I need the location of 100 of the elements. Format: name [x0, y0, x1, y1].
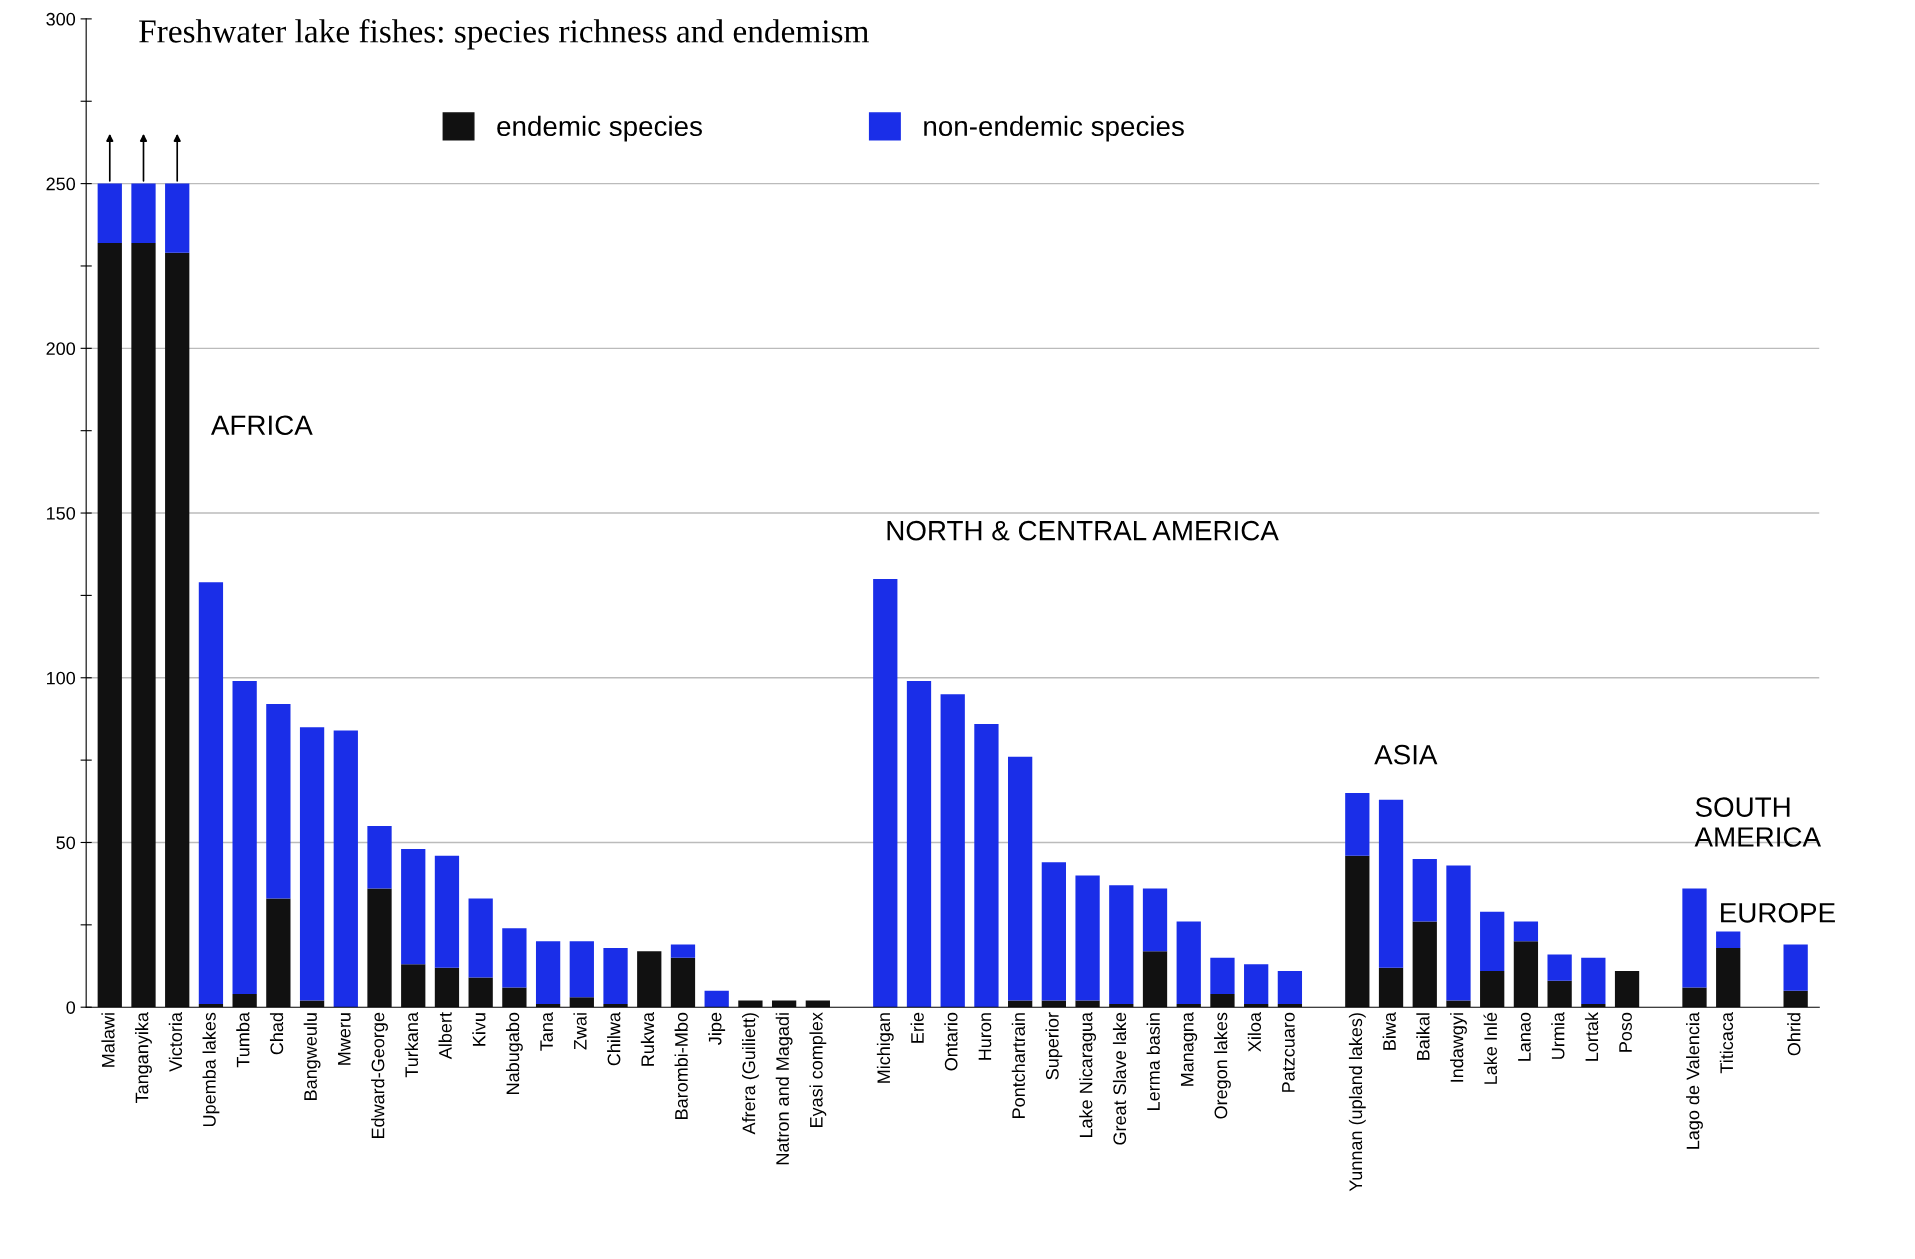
bar [434, 855, 460, 968]
x-tick-label: Managna [1180, 1012, 1198, 1086]
bar [1244, 1003, 1269, 1008]
bar [569, 997, 594, 1008]
bar [401, 964, 426, 1008]
x-tick-label: Turkana [404, 1012, 419, 1078]
bar [1716, 931, 1741, 948]
x-tick-label: Rukwa [640, 1012, 655, 1066]
bar [1210, 994, 1235, 1008]
bar [1547, 954, 1572, 981]
bar [805, 1000, 830, 1008]
x-tick-label: Barombi-Mbo [674, 1012, 688, 1119]
bar [569, 941, 594, 998]
bar [1412, 858, 1437, 922]
bar [468, 898, 493, 978]
bar [1210, 957, 1235, 995]
bar [1783, 990, 1808, 1008]
bar [603, 1003, 628, 1008]
bar [1378, 799, 1404, 968]
annotation: NORTH & CENTRAL AMERICA [887, 520, 1279, 541]
x-tick-label: Indawgyi [1450, 1013, 1467, 1082]
x-tick-label: Ontario [944, 1012, 958, 1071]
x-tick-label: Malawi [101, 1013, 115, 1067]
x-tick-label: Baikal [1416, 1013, 1430, 1060]
bar [1008, 1000, 1033, 1008]
x-tick-label: Eyasi complex [809, 1012, 827, 1127]
bar [1142, 888, 1168, 952]
bar [1716, 947, 1741, 1008]
bar [1008, 756, 1033, 1001]
bar [1412, 921, 1437, 1008]
bar [1142, 951, 1168, 1008]
bar [434, 967, 460, 1008]
x-tick-label: Poso [1619, 1012, 1632, 1052]
bar [198, 582, 224, 1004]
x-tick-label: Afrera (Guiliett) [741, 1013, 759, 1135]
x-tick-label: Lake Inlé [1483, 1012, 1498, 1084]
annotation: ASIA [1374, 744, 1438, 765]
bar [1513, 941, 1539, 1008]
x-tick-label: Titicaca [1719, 1012, 1734, 1074]
legend-label: non-endemic species [924, 115, 1184, 142]
annotation: EUROPE [1721, 902, 1835, 923]
bar [738, 1000, 763, 1008]
annotation: SOUTH AMERICA [1694, 797, 1821, 847]
x-tick-label: Lortak [1584, 1012, 1599, 1061]
bar [603, 947, 628, 1004]
bar [97, 242, 122, 1008]
bar [1446, 865, 1471, 1001]
bar [266, 898, 291, 1008]
x-tick-label: Oregon lakes [1214, 1012, 1231, 1119]
y-tick-label: 0 [66, 1001, 76, 1014]
bar [1581, 957, 1606, 1004]
bar [266, 704, 291, 899]
x-tick-label: Tumba [236, 1012, 250, 1068]
bar [1277, 1003, 1303, 1008]
bar [299, 1000, 325, 1008]
bar [906, 681, 932, 1008]
bar [1244, 964, 1269, 1004]
y-tick-label: 250 [46, 177, 76, 191]
bar [97, 183, 122, 243]
x-tick-label: Biwa [1382, 1012, 1396, 1050]
bar [502, 987, 527, 1008]
legend-label: endemic species [497, 115, 702, 142]
y-tick-label: 50 [56, 836, 76, 850]
bar [535, 1003, 561, 1008]
bar [1075, 1000, 1100, 1008]
y-tick-label: 300 [46, 12, 76, 26]
x-tick-label: Ohrid [1787, 1013, 1801, 1056]
bar [940, 694, 965, 1008]
x-tick-label: Albert [438, 1012, 452, 1060]
bar [232, 994, 257, 1008]
x-tick-label: Victoria [168, 1012, 183, 1072]
x-tick-label: Zwai [573, 1013, 587, 1050]
x-tick-label: Great Slave lake [1112, 1012, 1127, 1145]
x-tick-label: Tanganyika [135, 1012, 152, 1103]
bar [1277, 970, 1303, 1004]
bar [1378, 967, 1404, 1008]
x-tick-label: Upemba lakes [202, 1012, 220, 1127]
bar [637, 951, 662, 1008]
bar [367, 888, 392, 1008]
y-tick-label: 200 [46, 342, 76, 356]
x-tick-label: Michigan [876, 1013, 894, 1083]
bar [131, 183, 156, 243]
x-tick-label: Huron [978, 1013, 992, 1060]
x-tick-label: Urmia [1551, 1012, 1565, 1059]
bar [468, 977, 493, 1008]
bar [670, 957, 696, 1008]
y-tick-label: 100 [47, 671, 76, 685]
x-tick-label: Lerma basin [1146, 1013, 1160, 1110]
x-tick-label: Lago de Valencia [1686, 1012, 1703, 1149]
bar [367, 826, 392, 889]
bar [974, 723, 999, 1008]
bar [1682, 888, 1707, 988]
x-tick-label: Bangweulu [303, 1013, 321, 1100]
x-tick-label: Erie [910, 1012, 924, 1043]
annotation: AFRICA [210, 415, 313, 436]
bar [1581, 1003, 1606, 1008]
bar [232, 681, 257, 995]
bar [198, 1003, 224, 1008]
x-tick-label: Yunnan (upland lakes) [1348, 1013, 1366, 1192]
x-tick-label: Natron and Magadi [775, 1013, 793, 1165]
